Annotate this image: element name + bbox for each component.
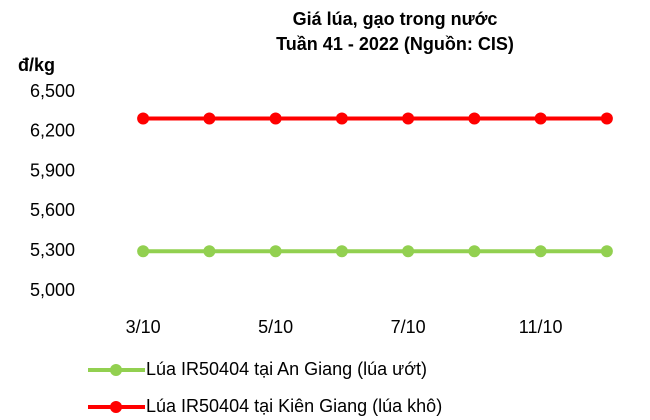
data-point — [468, 245, 481, 258]
data-point — [335, 245, 348, 258]
legend-marker — [110, 364, 122, 376]
chart-title: Giá lúa, gạo trong nước — [293, 9, 498, 29]
data-point — [269, 112, 282, 125]
data-point — [137, 112, 150, 125]
y-tick-label: 6,200 — [30, 121, 75, 141]
data-point — [335, 112, 348, 125]
data-point — [203, 112, 216, 125]
data-point — [402, 112, 415, 125]
data-point — [600, 112, 613, 125]
data-point — [534, 112, 547, 125]
x-tick-label: 11/10 — [519, 317, 563, 337]
data-point — [600, 245, 613, 258]
y-tick-label: 5,900 — [30, 160, 75, 180]
x-tick-label: 5/10 — [258, 317, 293, 337]
y-tick-label: 5,000 — [30, 280, 75, 300]
y-axis-label: đ/kg — [18, 55, 55, 75]
x-tick-label: 7/10 — [391, 317, 426, 337]
chart-subtitle: Tuần 41 - 2022 (Nguồn: CIS) — [276, 34, 514, 54]
legend-label: Lúa IR50404 tại An Giang (lúa ướt) — [146, 359, 427, 379]
x-tick-label: 3/10 — [126, 317, 161, 337]
data-point — [269, 245, 282, 258]
legend-label: Lúa IR50404 tại Kiên Giang (lúa khô) — [146, 396, 442, 416]
data-point — [203, 245, 216, 258]
data-point — [137, 245, 150, 258]
y-tick-label: 5,600 — [30, 200, 75, 220]
y-tick-label: 5,300 — [30, 240, 75, 260]
data-point — [468, 112, 481, 125]
data-point — [534, 245, 547, 258]
y-tick-label: 6,500 — [30, 81, 75, 101]
legend-marker — [110, 401, 122, 413]
data-point — [402, 245, 415, 258]
